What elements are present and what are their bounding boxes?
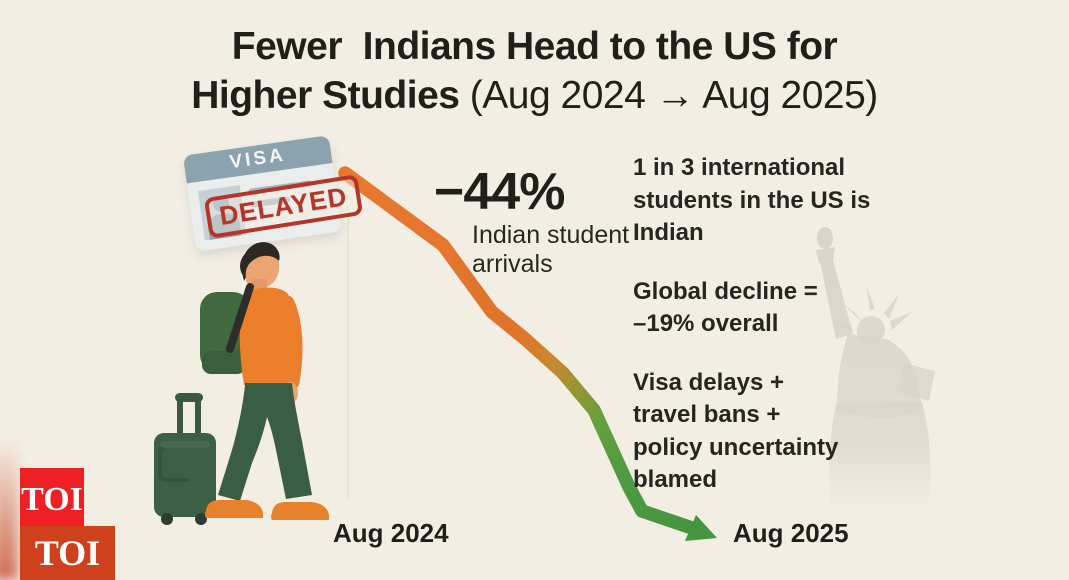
timeline-end-label: Aug 2025	[733, 518, 849, 548]
title-line2-regular: (Aug 2024 → Aug 2025)	[459, 74, 878, 117]
edge-blur-decoration	[0, 440, 18, 580]
traveler-illustration	[154, 242, 329, 525]
fact-line: Visa delays +	[633, 368, 785, 396]
visa-card-header: VISA	[182, 135, 333, 184]
fact-line: travel bans +	[633, 401, 781, 428]
decline-stat-caption: Indian student arrivals	[472, 221, 629, 279]
toi-logo-bottom: TOI	[20, 526, 115, 580]
title-line2: Higher Studies (Aug 2024 → Aug 2025)	[0, 71, 1069, 120]
stat-caption-line: arrivals	[472, 250, 553, 278]
fact-line: students in the US is	[633, 186, 871, 214]
fact-line: Global decline =	[633, 277, 818, 305]
timeline-start-label: Aug 2024	[333, 518, 449, 548]
stat-caption-line: Indian student	[472, 221, 630, 249]
fact-line: policy uncertainty	[633, 433, 839, 461]
fact-line: –19% overall	[633, 310, 779, 337]
suitcase	[154, 393, 216, 525]
title-line1: Fewer Indians Head to the US for	[231, 25, 838, 68]
facts-column: 1 in 3 international students in the US …	[633, 152, 943, 523]
fact-global-decline: Global decline = –19% overall	[633, 276, 943, 341]
page-title: Fewer Indians Head to the US for Higher …	[0, 22, 1069, 120]
fact-line: Indian	[633, 219, 704, 246]
fact-line: 1 in 3 international	[633, 154, 846, 181]
fact-line: blamed	[633, 466, 718, 493]
back-shoe	[205, 500, 263, 518]
decline-stat-value: −44%	[434, 163, 565, 221]
toi-logo-top: TOI	[20, 468, 84, 531]
front-shoe	[271, 502, 329, 520]
backpack	[200, 292, 250, 374]
student-figure	[205, 242, 329, 520]
fact-causes: Visa delays + travel bans + policy uncer…	[633, 367, 943, 497]
fact-indian-share: 1 in 3 international students in the US …	[633, 152, 943, 250]
title-line2-bold: Higher Studies	[191, 74, 460, 117]
